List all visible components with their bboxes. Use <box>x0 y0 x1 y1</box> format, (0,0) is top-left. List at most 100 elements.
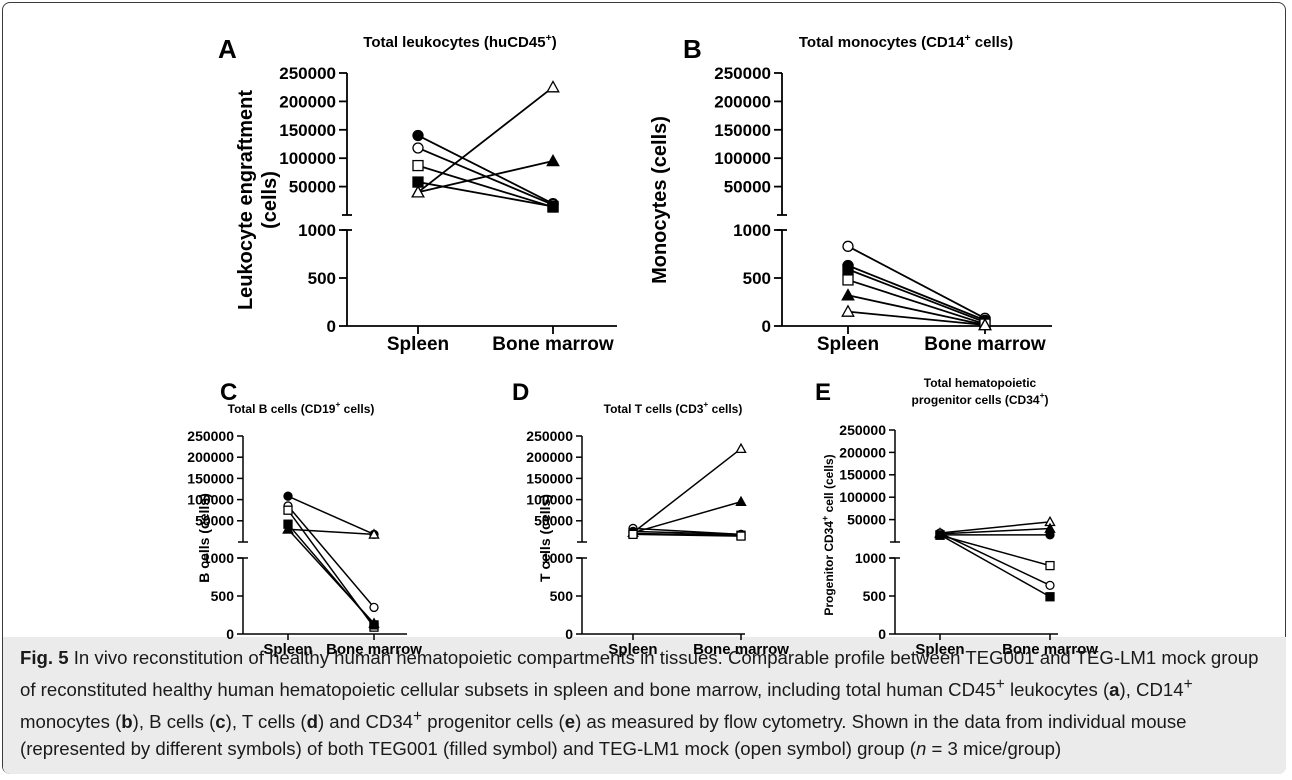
x-tick-label: Spleen <box>608 641 657 658</box>
y-axis-label: Monocytes (cells) <box>649 116 671 284</box>
open-triangle-marker <box>546 80 560 93</box>
y-tick-label: 500 <box>211 588 235 604</box>
filled-square-marker <box>547 200 559 213</box>
filled-square-marker <box>935 530 945 540</box>
series-line <box>939 527 1051 535</box>
open-triangle-marker <box>411 185 425 198</box>
open-circle-marker <box>369 602 379 613</box>
open-triangle-marker <box>978 317 992 331</box>
y-tick-label: 1000 <box>855 550 886 566</box>
panel-b: B Total monocytes (CD14+ cells) Monocytes … <box>649 32 1052 355</box>
filled-circle-marker <box>1045 530 1055 540</box>
y-tick-label: 50000 <box>724 178 771 197</box>
caption-text: ) as measured by flow cytometry. Shown i… <box>20 711 1187 760</box>
y-tick-label: 1000 <box>542 550 573 566</box>
open-triangle-marker <box>841 304 855 317</box>
series-line <box>417 164 554 208</box>
series-line <box>417 86 554 193</box>
series-line <box>939 532 1051 587</box>
y-tick-label: 50000 <box>289 178 336 197</box>
caption-text: progenitor cells ( <box>422 711 565 733</box>
series-line <box>939 534 1051 567</box>
y-tick-label: 100000 <box>839 489 886 505</box>
panel-letter: E <box>815 379 831 406</box>
y-axis-label: (cells) <box>259 171 281 229</box>
filled-square-marker <box>1045 592 1055 602</box>
panel-letter: A <box>218 34 237 64</box>
y-tick-label: 200000 <box>187 449 234 465</box>
panel-a: A Total leukocytes (huCD45+) Leukocyte eng… <box>218 32 617 355</box>
y-tick-label: 0 <box>226 626 234 642</box>
panel-letter: D <box>512 379 529 406</box>
x-tick-label: Bone marrow <box>1002 641 1098 658</box>
caption-ref-d: d <box>306 711 318 733</box>
caption-sup: + <box>995 676 1005 693</box>
y-tick-label: 50000 <box>534 513 573 529</box>
series-line <box>632 500 742 534</box>
open-square-marker <box>412 159 424 172</box>
y-tick-label: 500 <box>743 269 771 288</box>
y-tick-label: 0 <box>762 317 771 336</box>
y-tick-label: 250000 <box>279 64 336 83</box>
filled-triangle-marker <box>735 495 747 507</box>
x-tick-label: Bone marrow <box>492 334 614 355</box>
caption-text: ), CD14 <box>1119 679 1184 701</box>
y-tick-label: 1000 <box>298 221 336 240</box>
y-axis-label: Leukocyte engraftment <box>235 90 257 310</box>
x-tick-label: Bone marrow <box>924 334 1046 355</box>
y-tick-label: 1000 <box>203 550 234 566</box>
y-tick-label: 100000 <box>526 492 573 508</box>
panel-letter: C <box>220 379 237 406</box>
series-line <box>632 533 742 537</box>
series-line <box>939 521 1051 534</box>
open-square-marker <box>628 529 638 540</box>
panel-letter: B <box>683 34 702 64</box>
y-tick-label: 50000 <box>847 512 886 528</box>
filled-triangle-marker <box>546 153 560 167</box>
caption-ref-a: a <box>1109 679 1120 701</box>
y-tick-label: 100000 <box>187 492 234 508</box>
caption-text: ), B cells ( <box>132 711 216 733</box>
caption-sup: + <box>1183 676 1193 693</box>
panel-title: Total hematopoietic <box>924 376 1037 390</box>
caption-text: leukocytes ( <box>1004 679 1110 701</box>
x-tick-label: Bone marrow <box>693 641 789 658</box>
panel-title: Total monocytes (CD14+ cells) <box>799 32 1013 51</box>
x-tick-label: Spleen <box>817 334 879 355</box>
y-tick-label: 200000 <box>839 444 886 460</box>
series-line <box>847 294 986 326</box>
figure-caption: Fig. 5 In vivo reconstitution of healthy… <box>20 644 1270 762</box>
caption-text: monocytes ( <box>20 711 122 733</box>
open-square-marker <box>283 505 293 515</box>
panel-d: D Total T cells (CD3+ cells) T cells (cell… <box>512 379 789 658</box>
caption-text: ), T cells ( <box>225 711 307 733</box>
x-tick-label: Spleen <box>263 641 312 658</box>
y-tick-label: 100000 <box>279 149 336 168</box>
series-line <box>847 264 986 322</box>
series-line <box>632 532 742 536</box>
y-tick-label: 1000 <box>733 221 771 240</box>
y-tick-label: 50000 <box>195 513 234 529</box>
y-axis-label: Progenitor CD34+ cell (cells) <box>820 454 836 615</box>
y-tick-label: 500 <box>863 588 887 604</box>
caption-ref-c: c <box>215 711 226 733</box>
y-tick-label: 200000 <box>526 449 573 465</box>
y-tick-label: 250000 <box>187 428 234 444</box>
y-tick-label: 200000 <box>714 92 771 111</box>
open-square-marker <box>1045 560 1055 571</box>
series-line <box>287 528 375 624</box>
x-tick-label: Spleen <box>915 641 964 658</box>
y-tick-label: 0 <box>878 626 886 642</box>
y-tick-label: 250000 <box>714 64 771 83</box>
y-tick-label: 100000 <box>714 149 771 168</box>
panel-title: Total B cells (CD19+ cells) <box>228 399 375 416</box>
y-tick-label: 500 <box>550 588 574 604</box>
filled-triangle-marker <box>841 288 855 301</box>
x-tick-label: Spleen <box>387 334 449 355</box>
filled-triangle-marker <box>368 617 380 628</box>
series-line <box>847 268 986 323</box>
series-line <box>417 160 554 194</box>
series-line <box>287 528 375 536</box>
